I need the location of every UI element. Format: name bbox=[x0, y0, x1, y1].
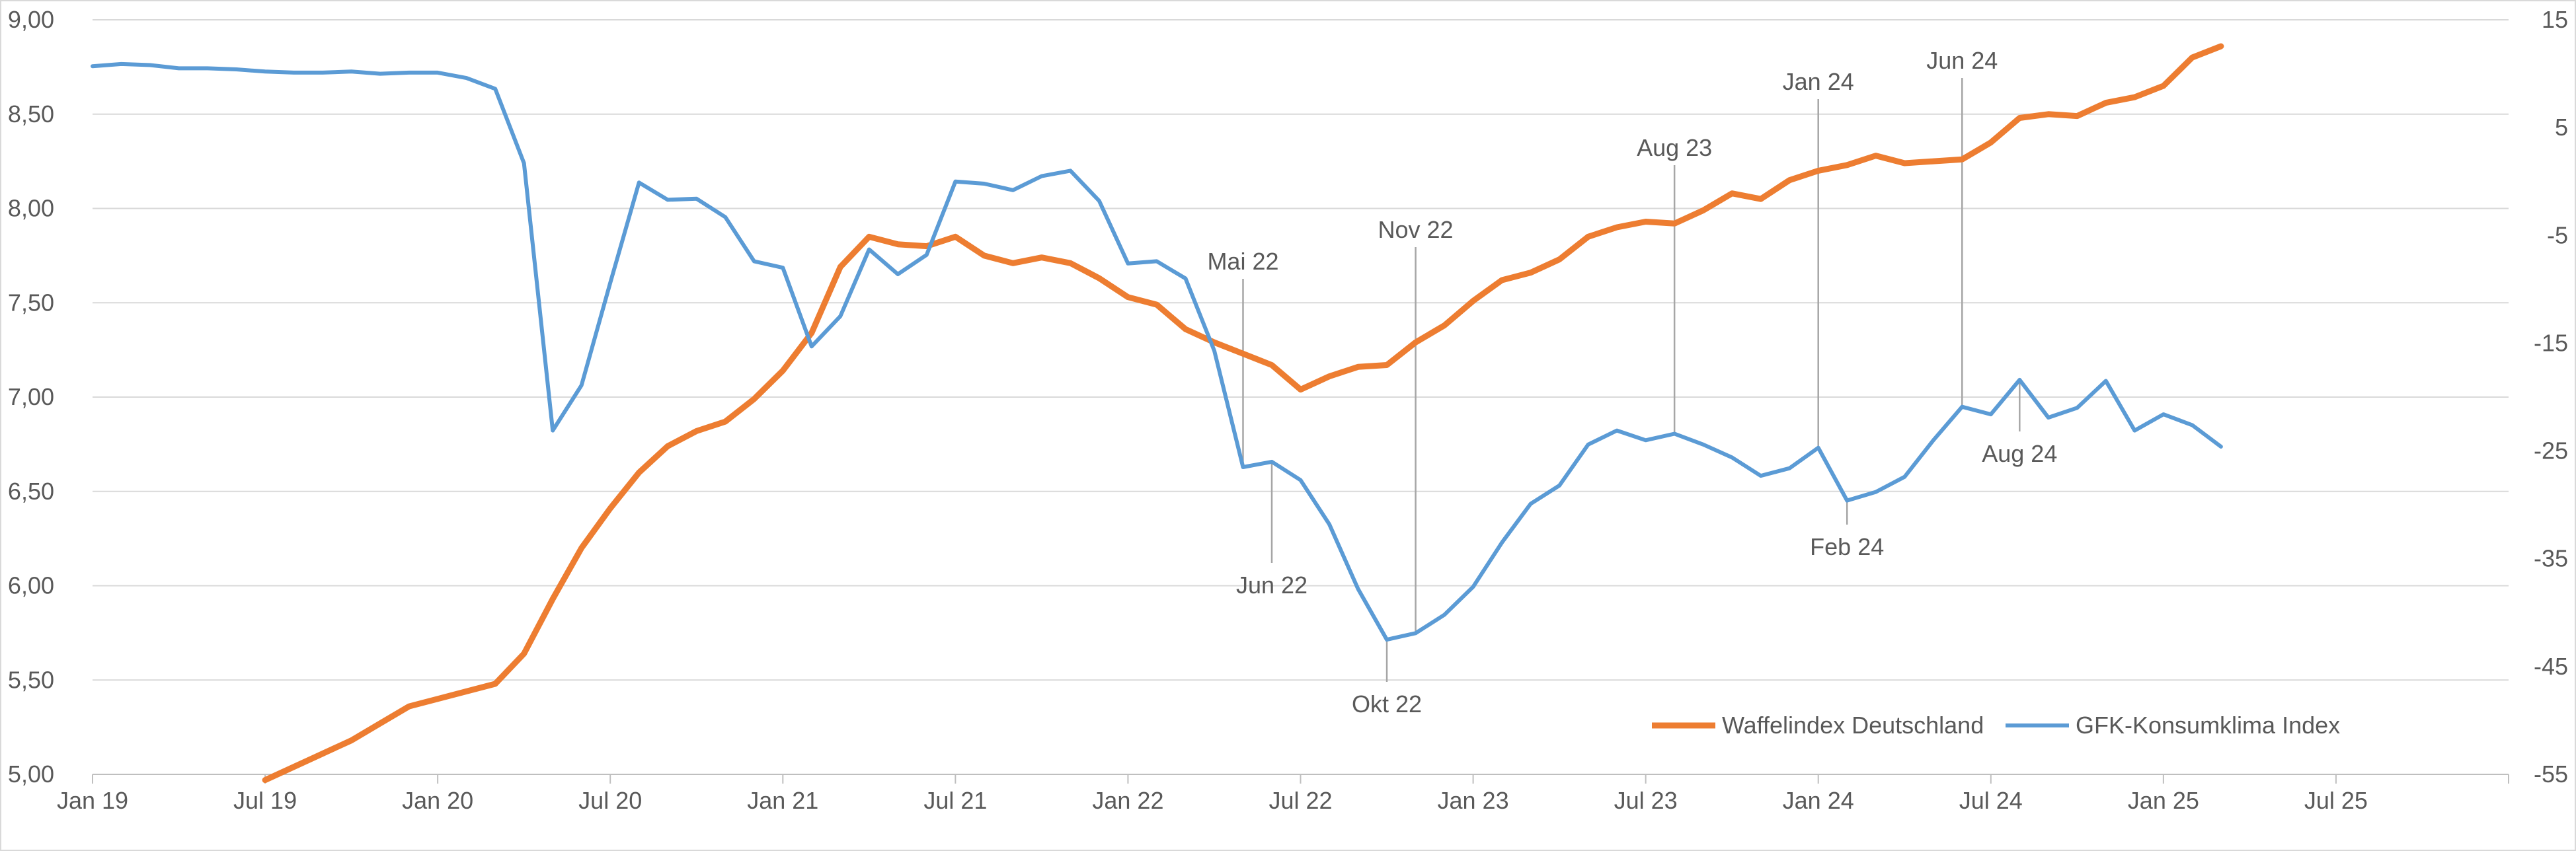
x-tick-label: Jan 21 bbox=[747, 787, 818, 814]
x-tick-label: Jul 22 bbox=[1268, 787, 1332, 814]
y-right-tick-label: -55 bbox=[2534, 760, 2568, 788]
y-left-tick-label: 7,50 bbox=[8, 289, 54, 316]
y-right-tick-label: 15 bbox=[2542, 6, 2568, 33]
y-right-tick-label: -25 bbox=[2534, 437, 2568, 464]
y-right-tick-label: -35 bbox=[2534, 545, 2568, 572]
axes: 5,005,506,006,507,007,508,008,509,00-55-… bbox=[8, 6, 2568, 814]
y-left-tick-label: 5,00 bbox=[8, 760, 54, 788]
gridlines bbox=[93, 19, 2509, 775]
x-tick-label: Jan 20 bbox=[402, 787, 473, 814]
annotation-label: Jan 24 bbox=[1783, 68, 1854, 95]
y-left-tick-label: 9,00 bbox=[8, 6, 54, 33]
y-right-tick-label: -5 bbox=[2547, 221, 2568, 248]
legend: Waffelindex Deutschland GFK-Konsumklima I… bbox=[1652, 712, 2340, 739]
y-right-tick-label: 5 bbox=[2555, 114, 2568, 141]
y-left-tick-label: 6,50 bbox=[8, 478, 54, 505]
annotation-label: Okt 22 bbox=[1352, 690, 1422, 718]
x-tick-label: Jul 23 bbox=[1614, 787, 1678, 814]
annotation-label: Nov 22 bbox=[1378, 216, 1454, 243]
annotation-label: Mai 22 bbox=[1207, 248, 1278, 275]
legend-label: Waffelindex Deutschland bbox=[1722, 712, 1984, 739]
series-lines bbox=[91, 43, 2224, 784]
annotation-label: Jun 24 bbox=[1926, 47, 1998, 74]
y-left-tick-label: 8,00 bbox=[8, 195, 54, 222]
y-left-tick-label: 8,50 bbox=[8, 100, 54, 128]
annotation-label: Feb 24 bbox=[1810, 533, 1884, 560]
series-line-gfk-konsumklima bbox=[91, 61, 2223, 642]
y-left-tick-label: 5,50 bbox=[8, 666, 54, 693]
annotation-label: Aug 23 bbox=[1637, 134, 1712, 161]
legend-label: GFK-Konsumklima Index bbox=[2076, 712, 2340, 739]
x-tick-label: Jan 25 bbox=[2128, 787, 2199, 814]
x-tick-label: Jan 19 bbox=[57, 787, 128, 814]
x-tick-label: Jan 22 bbox=[1092, 787, 1163, 814]
y-right-tick-label: -15 bbox=[2534, 329, 2568, 356]
x-tick-label: Jul 24 bbox=[1959, 787, 2023, 814]
annotations: Mai 22 Jun 22 Okt 22 Nov 22 Aug 23 Jan 24 Feb … bbox=[1207, 47, 2057, 718]
annotation-leaders bbox=[1242, 78, 2021, 682]
series-line-waffelindex bbox=[262, 43, 2224, 784]
annotation-label: Jun 22 bbox=[1236, 572, 1308, 599]
x-tick-label: Jan 24 bbox=[1783, 787, 1854, 814]
x-tick-label: Jul 19 bbox=[233, 787, 297, 814]
y-left-tick-label: 6,00 bbox=[8, 572, 54, 599]
annotation-label: Aug 24 bbox=[1982, 440, 2057, 467]
y-left-tick-label: 7,00 bbox=[8, 383, 54, 410]
x-tick-label: Jul 21 bbox=[923, 787, 987, 814]
x-tick-label: Jul 20 bbox=[578, 787, 642, 814]
x-tick-label: Jul 25 bbox=[2304, 787, 2368, 814]
y-right-tick-label: -45 bbox=[2534, 653, 2568, 680]
x-tick-label: Jan 23 bbox=[1438, 787, 1509, 814]
